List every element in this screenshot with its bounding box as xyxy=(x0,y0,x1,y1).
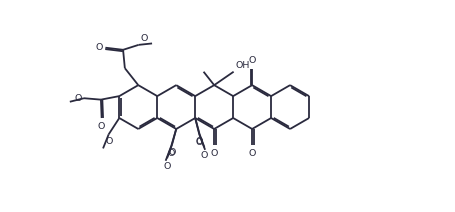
Text: O: O xyxy=(248,149,255,158)
Text: O: O xyxy=(195,138,202,147)
Text: O: O xyxy=(74,94,81,103)
Text: O: O xyxy=(210,149,217,158)
Text: O: O xyxy=(95,43,102,52)
Text: O: O xyxy=(163,162,170,170)
Text: O: O xyxy=(248,56,255,65)
Text: O: O xyxy=(195,137,202,146)
Text: O: O xyxy=(105,137,112,146)
Text: OH: OH xyxy=(235,61,249,70)
Text: O: O xyxy=(167,149,175,158)
Text: O: O xyxy=(168,148,175,157)
Text: O: O xyxy=(200,151,207,160)
Text: O: O xyxy=(98,121,105,131)
Text: O: O xyxy=(140,34,147,43)
